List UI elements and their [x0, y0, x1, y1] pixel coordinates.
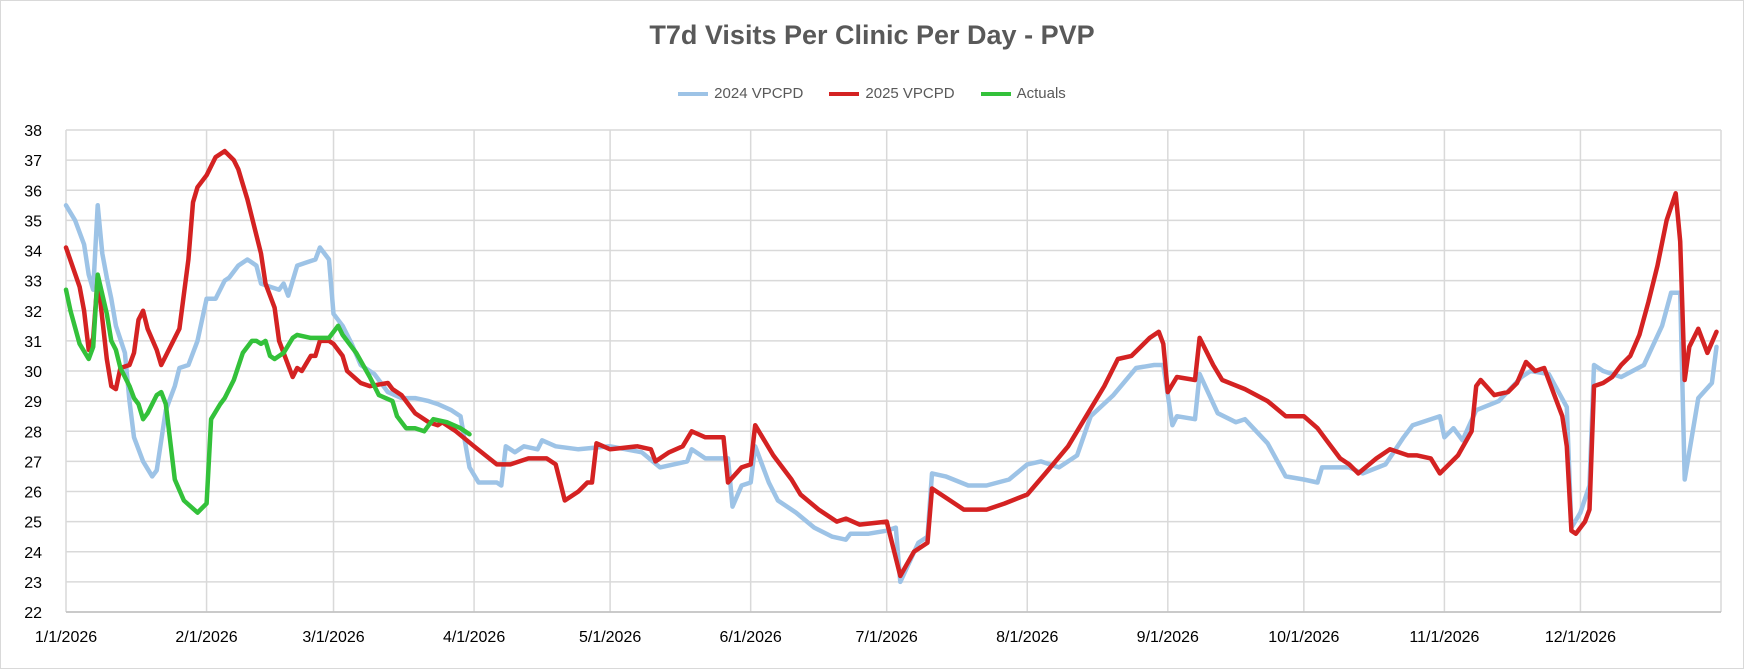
legend-item-2025: 2025 VPCPD	[829, 85, 955, 102]
legend-swatch-actuals	[980, 91, 1011, 96]
y-tick-label: 22	[24, 605, 42, 622]
series-actuals-line	[63, 272, 472, 515]
x-tick-label: 12/1/2026	[1545, 629, 1616, 646]
x-tick-label: 5/1/2026	[579, 629, 641, 646]
x-tick-label: 2/1/2026	[175, 629, 237, 646]
y-tick-label: 38	[24, 123, 42, 140]
series-2024-vpcpd-line	[63, 203, 1719, 585]
y-tick-label: 32	[24, 304, 42, 321]
x-tick-label: 10/1/2026	[1268, 629, 1339, 646]
legend-swatch-2024	[678, 91, 709, 96]
y-tick-label: 27	[24, 454, 42, 471]
legend-item-2024: 2024 VPCPD	[678, 85, 803, 102]
x-tick-label: 6/1/2026	[720, 629, 782, 646]
legend-swatch-2025	[829, 91, 860, 96]
x-tick-label: 11/1/2026	[1409, 629, 1479, 646]
y-tick-label: 24	[24, 545, 42, 562]
y-tick-label: 35	[24, 213, 42, 230]
y-tick-label: 33	[24, 274, 42, 291]
chart-title: T7d Visits Per Clinic Per Day - PVP	[649, 20, 1095, 50]
y-tick-label: 29	[24, 394, 42, 411]
legend: 2024 VPCPD 2025 VPCPD Actuals	[0, 85, 1744, 102]
legend-label-actuals: Actuals	[1016, 85, 1066, 102]
y-tick-label: 37	[24, 153, 42, 170]
y-tick-label: 31	[24, 334, 42, 351]
y-tick-label: 26	[24, 485, 42, 502]
y-tick-label: 28	[24, 424, 42, 441]
legend-label-2024: 2024 VPCPD	[714, 85, 804, 102]
x-tick-label: 3/1/2026	[302, 629, 364, 646]
y-tick-label: 34	[24, 244, 42, 261]
series-2025-vpcpd-line	[63, 148, 1719, 579]
y-tick-label: 23	[24, 575, 42, 592]
x-tick-label: 7/1/2026	[856, 629, 918, 646]
y-tick-label: 25	[24, 515, 42, 532]
y-tick-label: 36	[24, 183, 42, 200]
x-tick-label: 9/1/2026	[1137, 629, 1199, 646]
x-tick-label: 1/1/2026	[35, 629, 97, 646]
x-tick-label: 8/1/2026	[996, 629, 1058, 646]
x-tick-label: 4/1/2026	[443, 629, 505, 646]
legend-label-2025: 2025 VPCPD	[865, 85, 955, 102]
legend-item-actuals: Actuals	[980, 85, 1066, 102]
y-tick-label: 30	[24, 364, 42, 381]
